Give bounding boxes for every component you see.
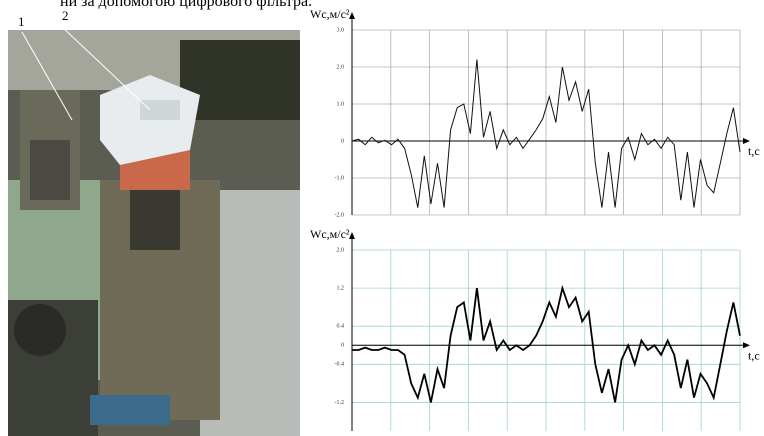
y-tick-label: 0 [341,343,344,349]
y-tick-label: 1.0 [337,101,345,107]
y-tick-label: -1.2 [335,400,345,406]
signal-line [351,59,741,208]
y-tick-label: 1.2 [337,285,345,291]
y-tick-label: 2.0 [337,64,345,70]
y-tick-label: 0.4 [337,324,345,330]
photo-label: 2 [62,8,69,23]
y-tick-label: 2.0 [337,247,345,253]
y-arrow [349,12,355,19]
y-arrow [349,232,355,239]
y-axis-label: Wc,м/с² [310,7,350,21]
y-tick-label: -2.0 [335,212,345,218]
y-tick-label: 0 [341,138,344,144]
y-tick-label: -1.0 [335,175,345,181]
y-axis-label: Wc,м/с² [310,227,350,241]
x-axis-label: t,c [748,144,760,158]
x-arrow [743,138,750,144]
signal-line [352,284,741,403]
photo-label: 1 [18,14,25,29]
header-text: ни за допомогою цифрового фільтра. [60,0,312,10]
y-tick-label: 3.0 [337,27,345,33]
photo: 1 2 [8,8,300,436]
y-tick-label: -0.4 [335,362,345,368]
x-arrow [743,342,750,349]
x-axis-label: t,c [748,348,760,362]
